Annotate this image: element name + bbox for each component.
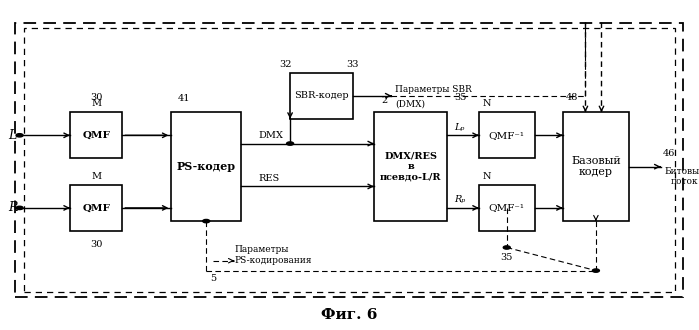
Text: 30: 30	[90, 240, 102, 249]
Circle shape	[503, 246, 510, 249]
Text: SBR-кодер: SBR-кодер	[294, 91, 349, 100]
Text: L: L	[8, 129, 17, 142]
Circle shape	[203, 219, 210, 223]
Text: 30: 30	[90, 93, 102, 102]
Text: Параметры SBR: Параметры SBR	[395, 84, 472, 94]
Bar	[24, 28, 675, 292]
Text: 35: 35	[500, 253, 513, 262]
Text: DMX: DMX	[259, 131, 284, 140]
Bar	[479, 112, 535, 158]
Bar	[374, 112, 447, 221]
Circle shape	[16, 134, 23, 137]
Text: DMX/RES
в
псевдо-L/R: DMX/RES в псевдо-L/R	[380, 152, 441, 182]
Text: Lₚ: Lₚ	[454, 122, 465, 132]
Circle shape	[593, 269, 600, 272]
Text: Фиг. 6: Фиг. 6	[322, 308, 377, 322]
Text: Битовый
поток: Битовый поток	[664, 167, 699, 186]
Bar	[563, 112, 629, 221]
Text: RES: RES	[259, 174, 280, 183]
Text: 2: 2	[381, 96, 387, 105]
Bar	[15, 23, 683, 297]
Text: N: N	[482, 99, 491, 109]
Text: QMF⁻¹: QMF⁻¹	[489, 131, 525, 140]
Text: 32: 32	[280, 60, 292, 69]
Circle shape	[16, 206, 23, 210]
Bar	[171, 112, 241, 221]
Circle shape	[287, 142, 294, 145]
Text: N: N	[482, 172, 491, 181]
Bar	[290, 73, 353, 119]
Text: 41: 41	[178, 94, 191, 104]
Text: 33: 33	[346, 60, 359, 69]
Text: PS-кодирования: PS-кодирования	[234, 256, 312, 265]
Bar	[70, 112, 122, 158]
Text: QMF⁻¹: QMF⁻¹	[489, 203, 525, 213]
Text: Базовый
кодер: Базовый кодер	[571, 156, 621, 178]
Bar	[70, 185, 122, 231]
Text: 48: 48	[566, 93, 579, 102]
Text: Rₚ: Rₚ	[454, 195, 466, 204]
Text: QMF: QMF	[82, 131, 110, 140]
Text: M: M	[91, 172, 101, 181]
Bar	[479, 185, 535, 231]
Text: (DMX): (DMX)	[395, 99, 425, 109]
Text: 35: 35	[454, 93, 467, 102]
Text: M: M	[91, 99, 101, 109]
Text: Параметры: Параметры	[234, 245, 289, 254]
Text: PS-кодер: PS-кодер	[177, 161, 236, 172]
Text: 46: 46	[663, 149, 675, 158]
Text: QMF: QMF	[82, 203, 110, 213]
Text: R: R	[8, 201, 17, 214]
Text: 5: 5	[210, 274, 216, 283]
